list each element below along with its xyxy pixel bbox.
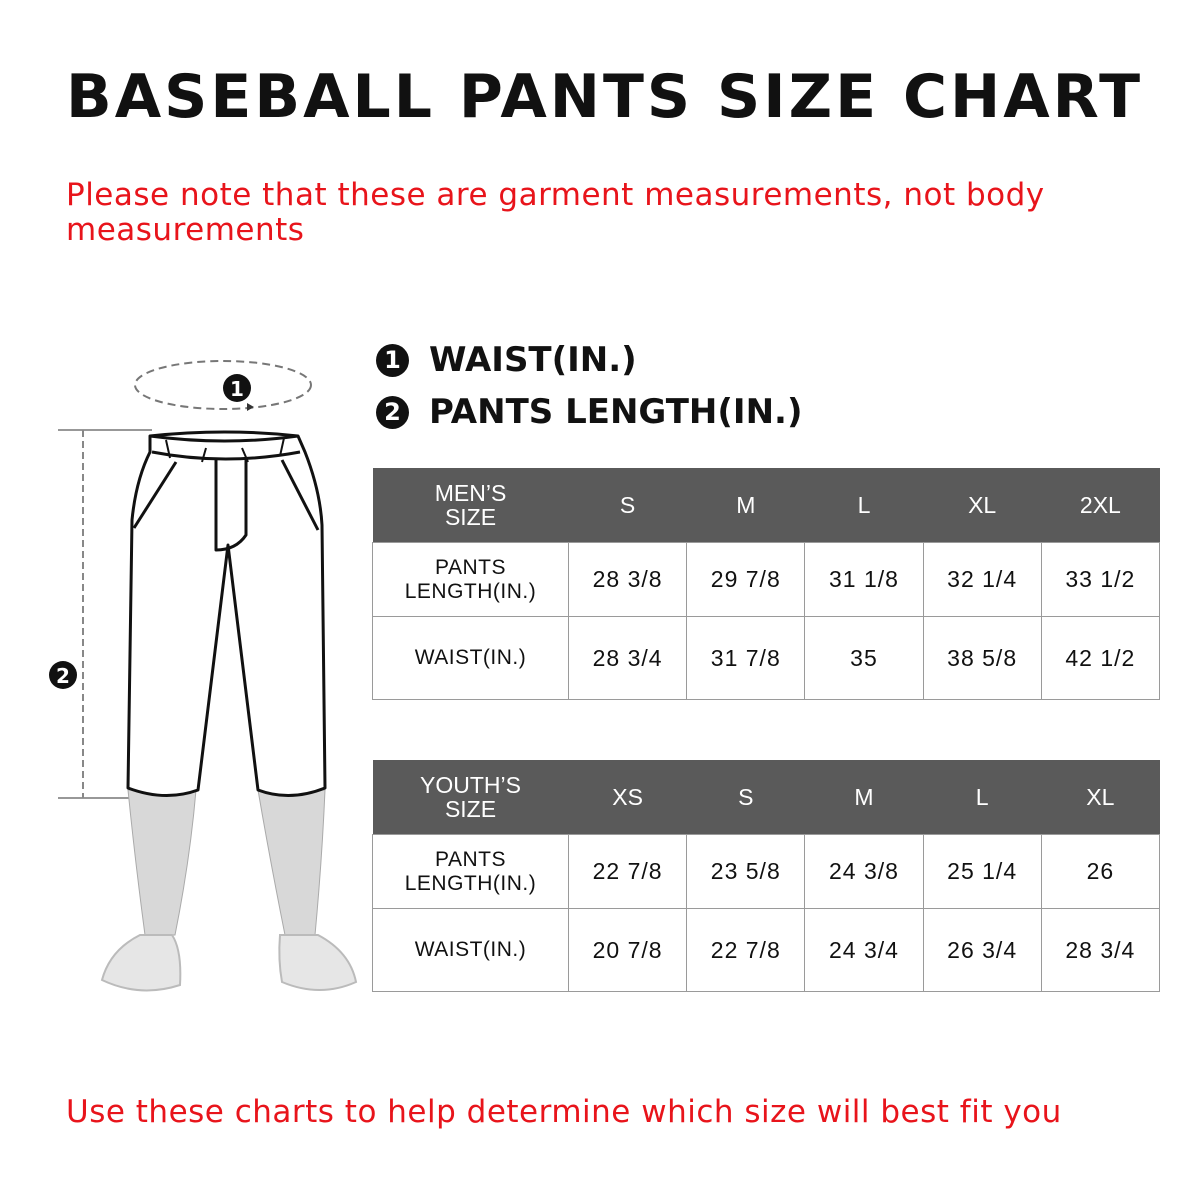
- table-cell: 28 3/4: [1040, 908, 1161, 992]
- svg-text:2: 2: [56, 664, 70, 688]
- socks: [127, 789, 326, 936]
- table-cell: 26 3/4: [922, 908, 1042, 992]
- table-row: PANTS LENGTH(IN.) 22 7/8 23 5/8 24 3/8 2…: [372, 834, 1161, 909]
- table-cell: 22 7/8: [567, 834, 688, 909]
- table-cell: 33 1/2: [1040, 542, 1161, 617]
- table-cell: 20 7/8: [567, 908, 688, 992]
- marker-2-icon: 2: [376, 395, 409, 429]
- table-cell: 38 5/8: [922, 616, 1042, 700]
- page-title: BASEBALL PANTS SIZE CHART: [66, 62, 1144, 132]
- table-cell: 32 1/4: [922, 542, 1042, 617]
- legend-label: PANTS LENGTH(IN.): [429, 392, 803, 432]
- header-cell: M: [804, 760, 924, 835]
- waist-marker-icon: 1: [223, 374, 251, 402]
- legend-waist: 1 WAIST(IN.): [376, 340, 637, 380]
- length-marker-icon: 2: [49, 661, 77, 689]
- header-cell: L: [923, 760, 1042, 835]
- header-cell: M: [686, 468, 805, 543]
- table-cell: 22 7/8: [686, 908, 806, 992]
- table-cell: 28 3/8: [567, 542, 688, 617]
- table-cell: 42 1/2: [1040, 616, 1161, 700]
- men-size-table: MEN’S SIZE S M L XL 2XL PANTS LENGTH(IN.…: [372, 468, 1161, 700]
- shoes: [100, 934, 358, 992]
- table-cell: 25 1/4: [922, 834, 1042, 909]
- table-row: WAIST(IN.) 28 3/4 31 7/8 35 38 5/8 42 1/…: [372, 616, 1161, 700]
- table-cell: 29 7/8: [686, 542, 806, 617]
- table-cell: 26: [1040, 834, 1161, 909]
- row-label: PANTS LENGTH(IN.): [372, 542, 569, 617]
- header-cell: L: [804, 468, 924, 543]
- table-header-row: YOUTH’S SIZE XS S M L XL: [372, 760, 1160, 835]
- garment-note: Please note that these are garment measu…: [66, 177, 1045, 248]
- table-row: WAIST(IN.) 20 7/8 22 7/8 24 3/4 26 3/4 2…: [372, 908, 1161, 992]
- header-cell: XL: [923, 468, 1042, 543]
- row-label: WAIST(IN.): [372, 908, 569, 992]
- marker-1-icon: 1: [376, 343, 409, 377]
- table-cell: 24 3/8: [804, 834, 924, 909]
- legend-label: WAIST(IN.): [429, 340, 637, 380]
- footer-note: Use these charts to help determine which…: [66, 1094, 1062, 1130]
- row-label: WAIST(IN.): [372, 616, 569, 700]
- table-row: PANTS LENGTH(IN.) 28 3/8 29 7/8 31 1/8 3…: [372, 542, 1161, 617]
- header-cell: XS: [568, 760, 687, 835]
- table-cell: 31 7/8: [686, 616, 806, 700]
- header-cell: S: [686, 760, 805, 835]
- header-cell: S: [568, 468, 687, 543]
- table-cell: 35: [804, 616, 924, 700]
- pants: [126, 430, 327, 798]
- youth-size-table: YOUTH’S SIZE XS S M L XL PANTS LENGTH(IN…: [372, 760, 1161, 992]
- waist-measure-ellipse: [134, 360, 312, 411]
- header-cell: XL: [1041, 760, 1160, 835]
- table-cell: 28 3/4: [567, 616, 688, 700]
- table-header-row: MEN’S SIZE S M L XL 2XL: [372, 468, 1160, 543]
- legend-length: 2 PANTS LENGTH(IN.): [376, 392, 803, 432]
- header-cell: 2XL: [1041, 468, 1160, 543]
- table-cell: 24 3/4: [804, 908, 924, 992]
- table-cell: 31 1/8: [804, 542, 924, 617]
- header-cell: YOUTH’S SIZE: [372, 760, 569, 835]
- table-cell: 23 5/8: [686, 834, 806, 909]
- row-label: PANTS LENGTH(IN.): [372, 834, 569, 909]
- svg-text:1: 1: [230, 377, 244, 401]
- header-cell: MEN’S SIZE: [372, 468, 569, 543]
- pants-illustration: 1 2: [49, 360, 358, 992]
